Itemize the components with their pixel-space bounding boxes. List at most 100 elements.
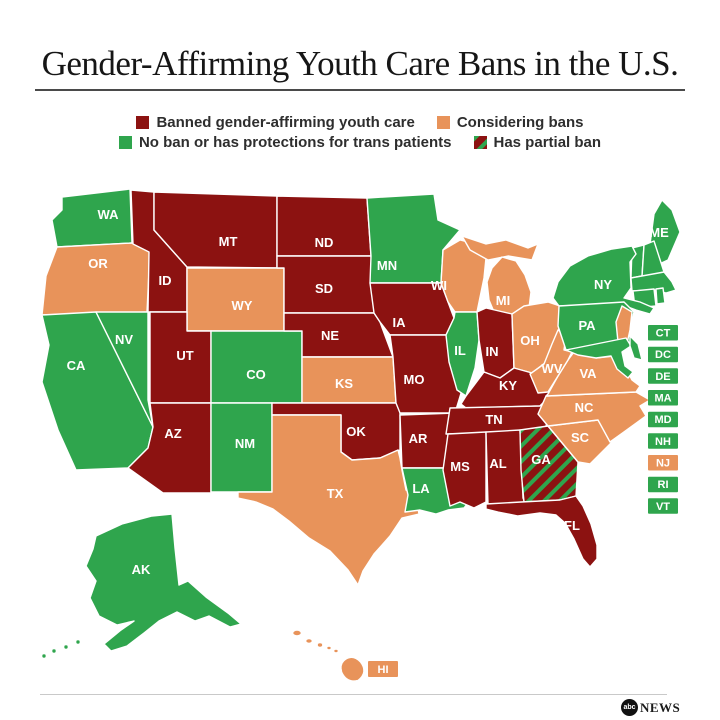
state-label-wy: WY (232, 298, 253, 313)
state-label-wv: WV (542, 361, 563, 376)
hi-island-icon (292, 630, 302, 636)
legend-row-2: No ban or has protections for trans pati… (118, 134, 601, 151)
small-state-box-ma (648, 390, 678, 406)
small-state-label-ma: MA (654, 393, 671, 405)
state-label-tn: TN (485, 412, 502, 427)
state-label-ms: MS (450, 459, 470, 474)
state-label-me: ME (649, 225, 669, 240)
state-label-nm: NM (235, 436, 255, 451)
abc-circle-icon: abc (621, 699, 638, 716)
small-state-box-nj (648, 455, 678, 471)
small-state-label-nh: NH (655, 436, 671, 448)
state-label-va: VA (579, 366, 597, 381)
state-label-ky: KY (499, 378, 517, 393)
state-de (629, 335, 643, 361)
state-label-ga: GA (531, 452, 551, 467)
small-state-box-dc (648, 346, 678, 363)
small-state-label-ri: RI (658, 479, 669, 491)
legend-item-considering: Considering bans (436, 114, 584, 131)
state-label-oh: OH (520, 333, 540, 348)
hi-island-icon (305, 638, 313, 644)
footer-divider (40, 694, 667, 695)
state-label-ut: UT (176, 348, 193, 363)
ak-aleutian-island-icon (75, 639, 81, 645)
legend-row-1: Banned gender-affirming youth care Consi… (136, 114, 584, 131)
swatch-rect (436, 116, 450, 129)
small-state-label-ct: CT (656, 328, 671, 340)
legend-item-banned: Banned gender-affirming youth care (136, 114, 415, 131)
state-label-mo: MO (404, 372, 425, 387)
state-label-la: LA (412, 481, 430, 496)
state-label-mn: MN (377, 258, 397, 273)
swatch-rect (473, 136, 487, 149)
hawaii-badge-label: HI (378, 664, 389, 676)
legend-label: No ban or has protections for trans pati… (138, 134, 452, 151)
state-label-wi: WI (431, 278, 447, 293)
state-label-mi: MI (496, 293, 510, 308)
state-label-sc: SC (571, 430, 590, 445)
state-label-in: IN (486, 344, 499, 359)
state-label-il: IL (454, 343, 466, 358)
no-ban-swatch-icon (118, 136, 132, 149)
state-label-pa: PA (578, 318, 596, 333)
state-label-wa: WA (98, 207, 120, 222)
state-tx (237, 414, 420, 586)
legend-label: Banned gender-affirming youth care (156, 114, 415, 131)
state-wa (51, 188, 133, 248)
small-state-list: CT DC DE MA MD NH NJ RI VT (648, 325, 678, 514)
small-state-box-ri (648, 476, 678, 493)
small-state-label-de: DE (655, 371, 670, 383)
state-label-ia: IA (393, 315, 407, 330)
state-label-al: AL (489, 456, 506, 471)
state-label-ne: NE (321, 328, 339, 343)
small-state-label-dc: DC (655, 349, 671, 361)
swatch-rect (118, 136, 132, 149)
state-ri (655, 287, 666, 305)
page-title: Gender-Affirming Youth Care Bans in the … (41, 44, 679, 83)
small-state-label-vt: VT (656, 501, 670, 513)
state-or (41, 242, 151, 316)
state-label-ks: KS (335, 376, 353, 391)
state-label-nc: NC (575, 400, 594, 415)
title-underline (35, 89, 685, 91)
state-label-fl: FL (564, 518, 580, 533)
legend-label: Considering bans (456, 114, 584, 131)
state-label-or: OR (88, 256, 108, 271)
banned-swatch-icon (136, 116, 150, 129)
legend-item-partial: Has partial ban (473, 134, 601, 151)
news-wordmark: NEWS (640, 699, 681, 715)
small-state-box-ct (648, 325, 678, 341)
state-fl (485, 495, 598, 568)
small-state-box-de (648, 368, 678, 384)
partial-ban-swatch-icon (473, 136, 487, 149)
small-state-box-vt (648, 498, 678, 514)
state-mi-upper (461, 235, 539, 261)
small-state-label-md: MD (654, 414, 671, 426)
abc-news-logo: abc NEWS (621, 699, 680, 716)
small-state-label-nj: NJ (656, 458, 670, 470)
hi-big-island-icon (341, 657, 364, 681)
state-label-ok: OK (346, 424, 366, 439)
state-label-nv: NV (115, 332, 133, 347)
ak-aleutian-island-icon (63, 644, 69, 650)
hi-island-icon (333, 649, 339, 653)
state-label-ak: AK (132, 562, 151, 577)
legend-item-no-ban: No ban or has protections for trans pati… (118, 134, 452, 151)
state-label-ny: NY (594, 277, 612, 292)
state-nv (95, 311, 154, 428)
hi-island-icon (326, 646, 332, 650)
legend: Banned gender-affirming youth care Consi… (0, 114, 720, 151)
state-label-sd: SD (315, 281, 333, 296)
state-label-tx: TX (327, 486, 344, 501)
considering-swatch-icon (436, 116, 450, 129)
state-ak (85, 513, 242, 652)
state-in (476, 307, 515, 379)
swatch-rect (136, 116, 150, 129)
ak-aleutian-island-icon (51, 648, 57, 654)
small-state-box-nh (648, 433, 678, 449)
state-wi (440, 239, 487, 313)
small-state-box-md (648, 411, 678, 428)
state-label-id: ID (159, 273, 172, 288)
